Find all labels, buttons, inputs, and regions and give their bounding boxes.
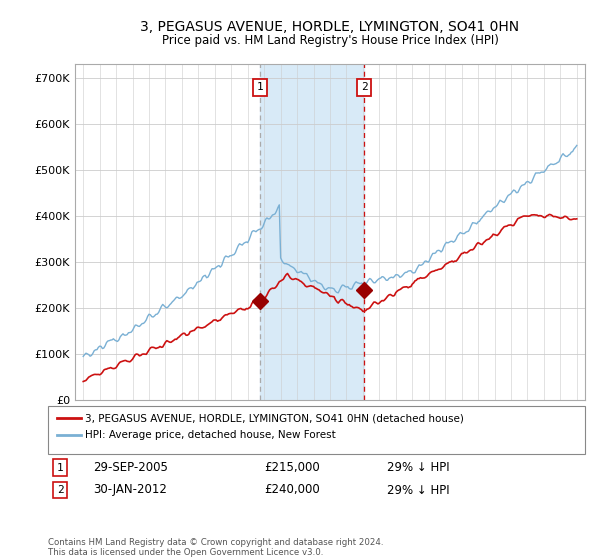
Text: £240,000: £240,000 — [264, 483, 320, 497]
Text: 30-JAN-2012: 30-JAN-2012 — [93, 483, 167, 497]
Text: 29% ↓ HPI: 29% ↓ HPI — [387, 483, 449, 497]
Text: 3, PEGASUS AVENUE, HORDLE, LYMINGTON, SO41 0HN: 3, PEGASUS AVENUE, HORDLE, LYMINGTON, SO… — [140, 20, 520, 34]
Text: 2: 2 — [361, 82, 368, 92]
Text: 2: 2 — [56, 485, 64, 495]
Text: 1: 1 — [56, 463, 64, 473]
Text: £215,000: £215,000 — [264, 461, 320, 474]
Text: 1: 1 — [257, 82, 263, 92]
Bar — [260, 64, 364, 400]
Text: HPI: Average price, detached house, New Forest: HPI: Average price, detached house, New … — [85, 430, 336, 440]
Text: Contains HM Land Registry data © Crown copyright and database right 2024.
This d: Contains HM Land Registry data © Crown c… — [48, 538, 383, 557]
Text: 29-SEP-2005: 29-SEP-2005 — [93, 461, 168, 474]
Text: 29% ↓ HPI: 29% ↓ HPI — [387, 461, 449, 474]
Text: 3, PEGASUS AVENUE, HORDLE, LYMINGTON, SO41 0HN (detached house): 3, PEGASUS AVENUE, HORDLE, LYMINGTON, SO… — [85, 413, 464, 423]
Text: Price paid vs. HM Land Registry's House Price Index (HPI): Price paid vs. HM Land Registry's House … — [161, 34, 499, 46]
